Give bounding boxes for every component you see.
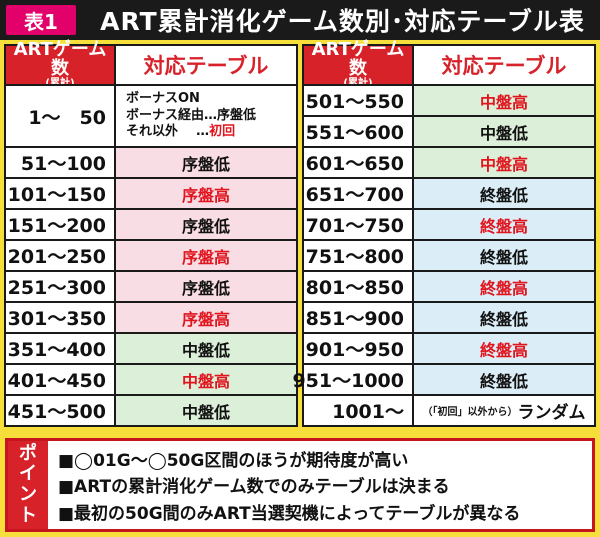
- range-cell: 201～250: [4, 239, 116, 272]
- header-art-games-sub: (累計): [343, 78, 372, 90]
- range-cell: 801～850: [302, 270, 414, 303]
- table-value-cell: 中盤高: [412, 146, 596, 179]
- range-cell: 351～400: [4, 332, 116, 365]
- detail-line: ボーナス経由…序盤低: [126, 108, 256, 125]
- range-cell: 101～150: [4, 177, 116, 210]
- range-cell: 951～1000: [292, 363, 414, 396]
- table-value-cell: 中盤高: [412, 84, 596, 117]
- point-label: ポ イ ン ト: [8, 441, 48, 529]
- detail-line: ボーナスON: [126, 91, 200, 108]
- table-value-cell: 序盤低: [114, 208, 298, 241]
- table-value-cell: 中盤低: [114, 332, 298, 365]
- range-cell: 651～700: [302, 177, 414, 210]
- art-table: ARTゲーム数 (累計) 対応テーブル ARTゲーム数 (累計) 対応テーブル …: [4, 38, 596, 434]
- range-cell: 851～900: [302, 301, 414, 334]
- header-art-games-sub: (累計): [45, 78, 74, 90]
- header-bar: 表1 ART累計消化ゲーム数別･対応テーブル表: [0, 0, 600, 40]
- table-value-cell: 終盤低: [412, 301, 596, 334]
- range-cell: 451～500: [4, 394, 116, 427]
- detail-text: ボーナス経由: [126, 107, 205, 123]
- point-char: ン: [19, 484, 37, 505]
- point-item: ■最初の50G間のみART当選契機によってテーブルが異なる: [58, 504, 521, 525]
- range-cell: 701～750: [302, 208, 414, 241]
- range-cell: 301～350: [4, 301, 116, 334]
- range-cell: 151～200: [4, 208, 116, 241]
- first-range-detail: ボーナスON ボーナス経由…序盤低 それ以外 …初回: [114, 84, 298, 148]
- page-title: ART累計消化ゲーム数別･対応テーブル表: [100, 7, 585, 36]
- table-value-cell: 序盤低: [114, 146, 298, 179]
- table-value-cell: 序盤高: [114, 239, 298, 272]
- point-list: ■◯01G～◯50G区間のほうが期待度が高い ■ARTの累計消化ゲーム数でのみテ…: [58, 445, 586, 525]
- table-number-tag: 表1: [6, 5, 76, 35]
- point-char: ト: [19, 504, 37, 526]
- range-cell: 901～950: [302, 332, 414, 365]
- table-value-cell: 中盤低: [114, 394, 298, 427]
- detail-text: …序盤低: [204, 107, 257, 123]
- table-value-cell: 終盤高: [412, 332, 596, 365]
- header-art-games-label: ARTゲーム数: [311, 38, 405, 79]
- detail-text: ボーナスON: [126, 90, 200, 106]
- detail-text: …: [196, 124, 210, 140]
- range-cell: 401～450: [4, 363, 116, 396]
- table-value-cell: 終盤低: [412, 239, 596, 272]
- header-art-games-right: ARTゲーム数 (累計): [302, 38, 414, 88]
- range-cell: 51～100: [4, 146, 116, 179]
- table-value-cell: 終盤低: [412, 177, 596, 210]
- detail-text-highlight: 初回: [209, 124, 236, 140]
- random-detail: （「初回」以外から） ランダム: [412, 394, 596, 427]
- range-cell: 1～ 50: [4, 84, 116, 148]
- table-value-cell: 序盤高: [114, 301, 298, 334]
- header-table-left: 対応テーブル: [114, 44, 298, 86]
- table-value-cell: 終盤高: [412, 270, 596, 303]
- range-cell: 601～650: [302, 146, 414, 179]
- table-value-cell: 終盤低: [412, 363, 596, 396]
- range-cell: 251～300: [4, 270, 116, 303]
- range-cell: 751～800: [302, 239, 414, 272]
- point-item: ■◯01G～◯50G区間のほうが期待度が高い: [58, 450, 409, 471]
- table-value-cell: 中盤高: [114, 363, 298, 396]
- spacer: [178, 124, 196, 139]
- header-table-right: 対応テーブル: [412, 44, 596, 86]
- point-char: ポ: [19, 442, 37, 464]
- point-box: ポ イ ン ト ■◯01G～◯50G区間のほうが期待度が高い ■ARTの累計消化…: [5, 438, 595, 532]
- detail-line: それ以外 …初回: [126, 124, 235, 141]
- table-value-cell: 序盤低: [114, 270, 298, 303]
- random-label: ランダム: [517, 403, 586, 423]
- point-item: ■ARTの累計消化ゲーム数でのみテーブルは決まる: [58, 477, 450, 498]
- range-cell: 1001～: [302, 394, 414, 427]
- table-value-cell: 中盤低: [412, 115, 596, 148]
- random-note: （「初回」以外から）: [422, 407, 518, 418]
- table-value-cell: 序盤高: [114, 177, 298, 210]
- header-art-games-left: ARTゲーム数 (累計): [4, 38, 116, 88]
- table-value-cell: 終盤高: [412, 208, 596, 241]
- range-cell: 551～600: [302, 115, 414, 148]
- range-cell: 501～550: [302, 84, 414, 117]
- point-char: イ: [19, 463, 37, 485]
- header-art-games-label: ARTゲーム数: [13, 38, 107, 79]
- detail-text: それ以外: [126, 124, 179, 140]
